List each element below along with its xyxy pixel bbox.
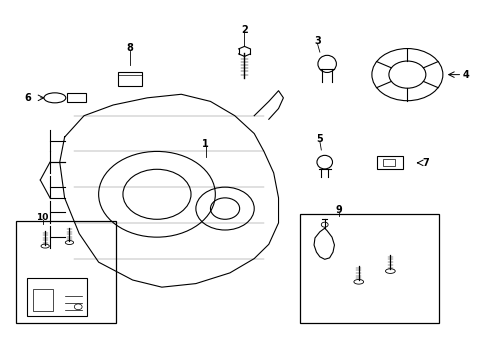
Bar xyxy=(300,214,438,323)
Text: 9: 9 xyxy=(335,205,342,215)
Bar xyxy=(16,221,116,323)
Text: 4: 4 xyxy=(462,69,468,80)
Text: 7: 7 xyxy=(421,158,428,168)
Text: 6: 6 xyxy=(25,93,31,103)
Text: 5: 5 xyxy=(316,134,323,144)
Text: 3: 3 xyxy=(313,36,320,46)
Bar xyxy=(382,159,394,166)
Bar xyxy=(67,93,85,103)
Text: 1: 1 xyxy=(202,139,208,149)
Bar xyxy=(118,72,142,86)
Text: 10: 10 xyxy=(37,213,49,222)
Text: 2: 2 xyxy=(241,25,247,35)
Bar xyxy=(27,278,87,316)
Bar xyxy=(33,289,53,311)
Bar xyxy=(376,156,402,169)
Text: 8: 8 xyxy=(126,43,133,53)
